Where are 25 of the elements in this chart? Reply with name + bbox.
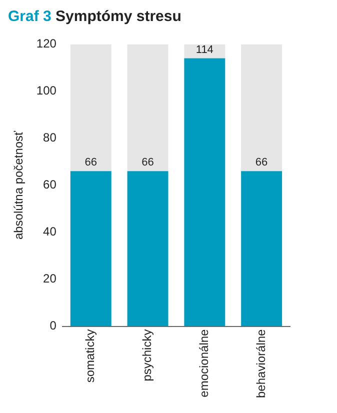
bar <box>127 44 168 172</box>
bar <box>241 171 282 326</box>
x-tick-label: somaticky <box>83 329 98 383</box>
x-tick-label: behaviorálne <box>254 328 268 398</box>
data-label: 66 <box>255 156 268 169</box>
y-tick-label: 120 <box>36 36 57 51</box>
y-tick-label: 20 <box>43 272 57 286</box>
chart-title: Graf 3 Symptómy stresu <box>8 8 182 25</box>
y-tick-label: 60 <box>43 178 57 192</box>
data-label: 114 <box>196 44 214 56</box>
bar <box>241 44 282 172</box>
y-tick-label: 0 <box>50 318 57 333</box>
x-tick-label: psychicky <box>140 329 154 382</box>
bar <box>184 44 226 58</box>
x-tick-label: emocionálne <box>196 328 211 398</box>
bar <box>184 58 226 326</box>
bar <box>70 44 112 172</box>
bar <box>127 171 168 326</box>
y-tick-label: 40 <box>43 224 57 239</box>
y-tick-label: 80 <box>43 130 57 145</box>
data-label: 66 <box>84 156 97 169</box>
data-label: 66 <box>142 156 154 169</box>
y-axis-title: absolútna početnosť <box>12 130 26 240</box>
y-tick-label: 100 <box>36 84 57 98</box>
bar <box>70 171 112 326</box>
